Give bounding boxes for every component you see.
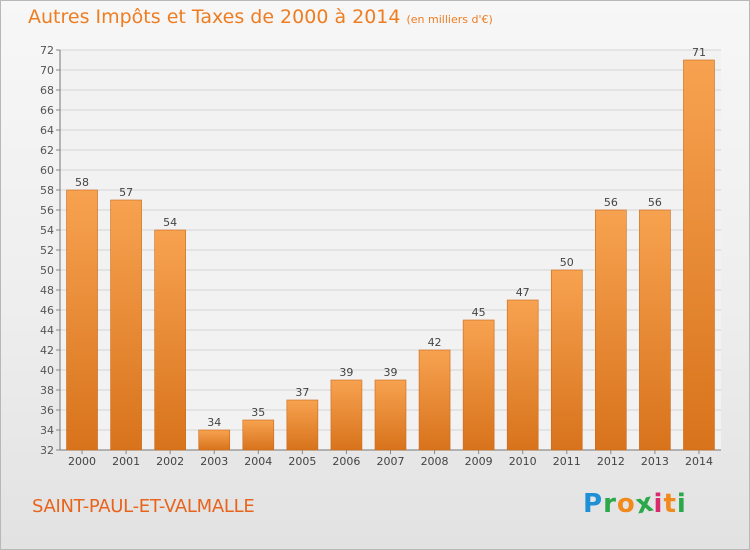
bar-value-label: 39 — [384, 366, 398, 379]
bar — [286, 399, 319, 451]
bar — [374, 379, 407, 451]
bar-value-label: 39 — [339, 366, 353, 379]
bar — [110, 199, 142, 451]
y-tick-label: 52 — [40, 244, 54, 257]
bar — [595, 209, 627, 451]
logo-letter: r — [603, 489, 617, 519]
y-tick-label: 44 — [40, 324, 54, 337]
y-tick-label: 48 — [40, 284, 54, 297]
y-tick-label: 66 — [40, 104, 54, 117]
y-tick-label: 46 — [40, 304, 54, 317]
logo-letter: o — [616, 489, 636, 519]
x-tick-label: 2008 — [421, 455, 449, 468]
proxiti-logo: Proxiti — [583, 487, 687, 520]
x-tick-label: 2000 — [68, 455, 96, 468]
bar — [198, 429, 231, 451]
x-tick-label: 2001 — [112, 455, 140, 468]
bar-value-label: 35 — [251, 406, 265, 419]
y-tick-label: 64 — [40, 124, 54, 137]
x-tick-label: 2010 — [509, 455, 537, 468]
logo-letter: i — [676, 489, 687, 519]
bar — [418, 349, 451, 451]
y-tick-label: 50 — [40, 264, 54, 277]
y-tick-label: 54 — [40, 224, 54, 237]
x-tick-label: 2003 — [200, 455, 228, 468]
bar-chart: 32 34 36 38 40 42 44 46 48 50 52 54 56 58 60 62 64 66 68 70… — [40, 44, 721, 468]
x-tick-label: 2002 — [156, 455, 184, 468]
bar — [66, 189, 98, 451]
y-tick-label: 72 — [40, 44, 54, 57]
y-tick-label: 62 — [40, 144, 54, 157]
y-tick-label: 34 — [40, 424, 54, 437]
bar-value-label: 57 — [119, 186, 133, 199]
chart-subtitle: (en milliers d'€) — [406, 13, 493, 26]
y-tick-label: 32 — [40, 444, 54, 457]
bar-value-label: 54 — [163, 216, 177, 229]
logo-letter: t — [663, 489, 677, 519]
y-tick-label: 56 — [40, 204, 54, 217]
chart-title-block: Autres Impôts et Taxes de 2000 à 2014 (en… — [28, 6, 493, 28]
bar-value-label: 71 — [692, 46, 706, 59]
x-tick-label: 2014 — [685, 455, 713, 468]
bar — [683, 59, 715, 451]
bar-value-label: 37 — [295, 386, 309, 399]
bar — [242, 419, 275, 451]
x-tick-label: 2004 — [244, 455, 272, 468]
logo-letter: i — [653, 489, 664, 519]
y-tick-label: 42 — [40, 344, 54, 357]
bar — [462, 319, 495, 451]
x-tick-label: 2012 — [597, 455, 625, 468]
x-tick-label: 2006 — [332, 455, 360, 468]
x-tick-label: 2013 — [641, 455, 669, 468]
bar-value-label: 56 — [604, 196, 618, 209]
bar — [154, 229, 186, 451]
town-name: SAINT-PAUL-ET-VALMALLE — [32, 496, 255, 517]
bar — [550, 269, 583, 451]
x-tick-label: 2007 — [377, 455, 405, 468]
y-tick-label: 70 — [40, 64, 54, 77]
bar-value-label: 34 — [207, 416, 221, 429]
y-tick-label: 38 — [40, 384, 54, 397]
logo-letter: P — [583, 489, 604, 519]
y-tick-label: 40 — [40, 364, 54, 377]
bar-value-label: 56 — [648, 196, 662, 209]
y-tick-label: 58 — [40, 184, 54, 197]
bar-value-label: 42 — [428, 336, 442, 349]
bar-value-label: 45 — [472, 306, 486, 319]
y-tick-label: 60 — [40, 164, 54, 177]
bar-value-label: 58 — [75, 176, 89, 189]
chart-title: Autres Impôts et Taxes de 2000 à 2014 — [28, 6, 401, 28]
y-tick-label: 68 — [40, 84, 54, 97]
bar — [506, 299, 539, 451]
bar — [639, 209, 671, 451]
bar — [330, 379, 363, 451]
bar-value-label: 50 — [560, 256, 574, 269]
x-tick-label: 2005 — [288, 455, 316, 468]
x-tick-label: 2011 — [553, 455, 581, 468]
y-tick-label: 36 — [40, 404, 54, 417]
bar-value-label: 47 — [516, 286, 530, 299]
x-tick-label: 2009 — [465, 455, 493, 468]
